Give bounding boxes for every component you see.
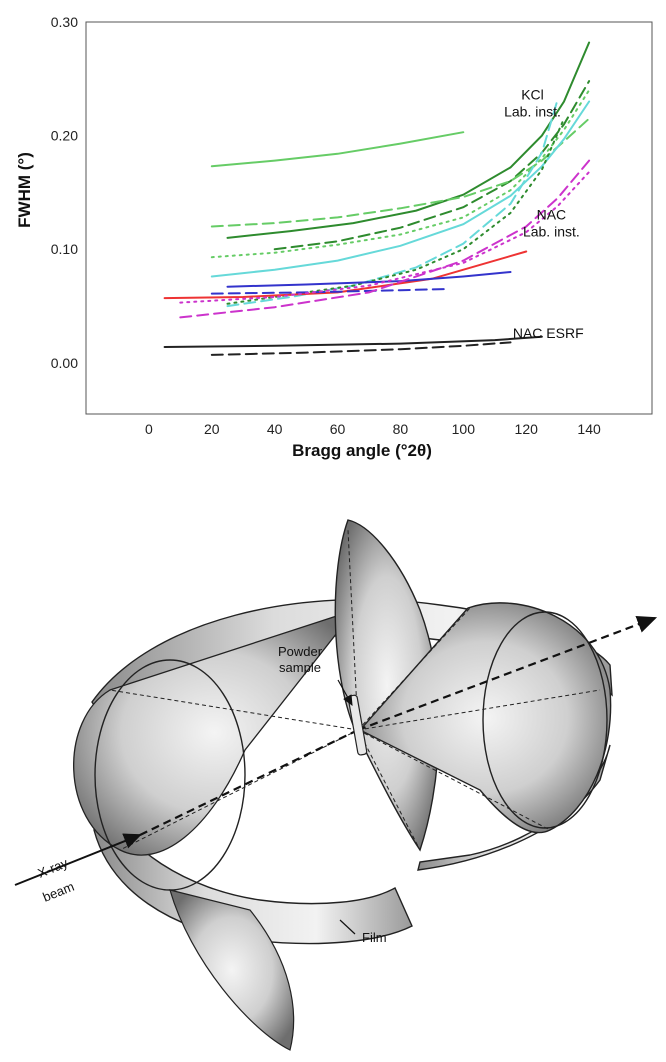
series-layer <box>163 41 591 356</box>
x-tick-label: 60 <box>330 421 346 437</box>
powder-sample-label-2: sample <box>279 660 321 675</box>
series-line-2 <box>226 41 591 239</box>
beam-axis-transmitted <box>357 615 658 732</box>
annotation-3-line-1: NAC ESRF <box>513 325 584 341</box>
x-tick-label: 80 <box>393 421 409 437</box>
forward-cone-rim <box>482 611 608 829</box>
series-line-14 <box>163 335 543 348</box>
series-line-6 <box>210 100 591 278</box>
y-tick-label: 0.10 <box>51 241 78 257</box>
series-line-1 <box>210 131 465 168</box>
back-cone-left <box>73 608 357 856</box>
series-line-5 <box>210 89 591 259</box>
series-line-13 <box>179 171 591 304</box>
x-tick-label: 20 <box>204 421 220 437</box>
x-tick-label: 40 <box>267 421 283 437</box>
x-tick-label: 120 <box>515 421 539 437</box>
series-line-8 <box>226 117 565 305</box>
series-line-11 <box>210 288 449 295</box>
annotation-1-line-2: Lab. inst. <box>504 103 561 119</box>
x-axis-title: Bragg angle (°2θ) <box>292 441 432 460</box>
annotation-2-line-2: Lab. inst. <box>523 224 580 240</box>
lower-left-lobe <box>169 889 295 1051</box>
x-tick-label: 140 <box>577 421 601 437</box>
series-line-15 <box>210 341 512 356</box>
fwhm-chart: 0 20 40 60 80 100 120 140 0.000.100.200.30 KClL… <box>15 14 653 460</box>
film-band-bottom-left <box>93 789 413 945</box>
x-tick-label: 100 <box>452 421 476 437</box>
series-line-12 <box>179 159 591 319</box>
y-tick-label: 0.30 <box>51 14 78 30</box>
plot-frame <box>85 21 653 415</box>
beam-axis-incident <box>14 833 142 886</box>
y-tick-label: 0.20 <box>51 128 78 144</box>
y-axis-title: FWHM (°) <box>15 152 34 228</box>
xray-beam-label-2: beam <box>41 879 77 905</box>
powder-sample-pointer <box>337 679 353 707</box>
powder-sample-label-1: Powder <box>278 644 323 659</box>
annotation-1-line-1: KCl <box>521 86 544 102</box>
beam-axis-inside <box>139 729 359 836</box>
y-tick-label: 0.00 <box>51 355 78 371</box>
annotation-2-line-1: NAC <box>537 207 567 223</box>
xray-beam-label-1: X-ray <box>36 855 71 881</box>
x-tick-label: 0 <box>145 421 153 437</box>
film-label: Film <box>362 930 387 945</box>
film-pointer <box>339 919 356 935</box>
series-line-3 <box>273 80 591 251</box>
x-ticks: 0 20 40 60 80 100 120 140 <box>145 421 601 437</box>
y-ticks: 0.00 0.10 0.20 0.30 <box>51 14 78 371</box>
debye-scherrer-diagram: Powder sample X-ray beam Film <box>14 519 658 1051</box>
